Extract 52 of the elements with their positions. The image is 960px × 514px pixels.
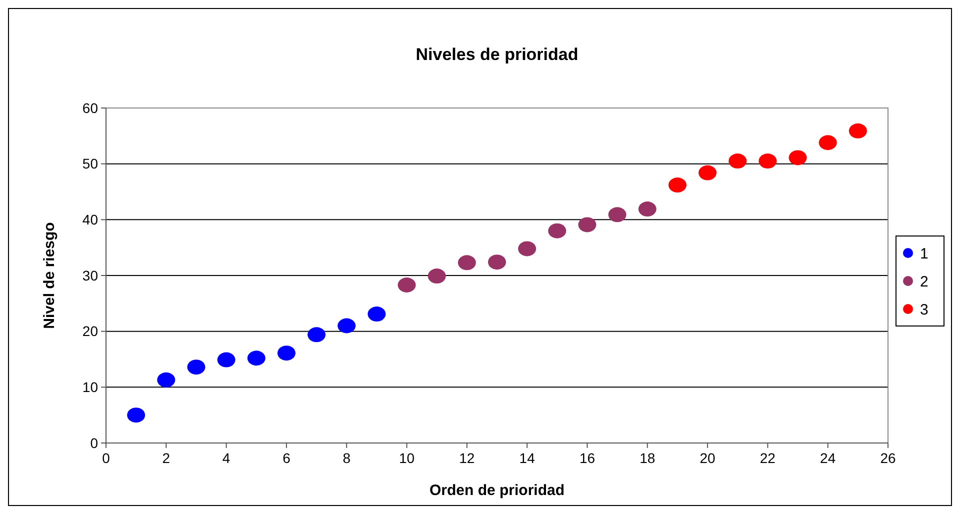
point (217, 352, 236, 368)
x-tick-label: 18 (640, 450, 656, 466)
point (428, 268, 446, 284)
y-tick-label: 10 (82, 379, 98, 396)
point (548, 223, 566, 238)
chart-title: Niveles de prioridad (416, 45, 578, 64)
point (758, 154, 777, 169)
point (247, 350, 266, 366)
y-tick-label: 50 (82, 156, 98, 172)
x-tick-label: 26 (880, 450, 896, 466)
y-tick-label: 30 (82, 267, 98, 284)
point (698, 165, 717, 180)
x-tick-label: 0 (102, 450, 110, 466)
point (578, 217, 596, 232)
x-axis-title: Orden de prioridad (429, 482, 565, 499)
point (518, 241, 536, 256)
point (338, 318, 356, 334)
legend-label: 1 (920, 245, 928, 262)
x-tick-label: 4 (222, 450, 230, 466)
y-tick-label: 20 (82, 323, 98, 340)
x-tick-label: 6 (282, 450, 291, 466)
y-tick-label: 60 (82, 100, 98, 116)
point (157, 372, 176, 388)
point (638, 202, 656, 217)
y-tick-label: 40 (82, 212, 98, 228)
x-tick-label: 22 (760, 450, 776, 466)
point (488, 254, 506, 270)
y-tick-label: 0 (90, 434, 98, 451)
x-tick-label: 14 (519, 450, 536, 466)
x-tick-label: 20 (700, 450, 716, 466)
x-tick-label: 16 (579, 450, 596, 466)
point (398, 277, 416, 292)
point (187, 360, 206, 375)
point (277, 346, 296, 361)
point (818, 135, 837, 150)
y-axis-title: Nivel de riesgo (41, 222, 58, 329)
point (788, 150, 807, 166)
point (368, 306, 386, 322)
point (728, 154, 747, 169)
point (848, 123, 867, 138)
x-tick-label: 10 (398, 450, 415, 466)
x-tick-label: 24 (820, 450, 836, 466)
legend-label: 3 (920, 301, 928, 318)
x-tick-label: 12 (459, 450, 475, 466)
point (127, 408, 146, 423)
point (668, 178, 686, 193)
x-tick-label: 2 (162, 450, 170, 466)
legend-label: 2 (920, 273, 928, 290)
x-tick-label: 8 (342, 450, 351, 466)
point (458, 255, 476, 270)
point (608, 207, 626, 222)
point (308, 327, 326, 342)
